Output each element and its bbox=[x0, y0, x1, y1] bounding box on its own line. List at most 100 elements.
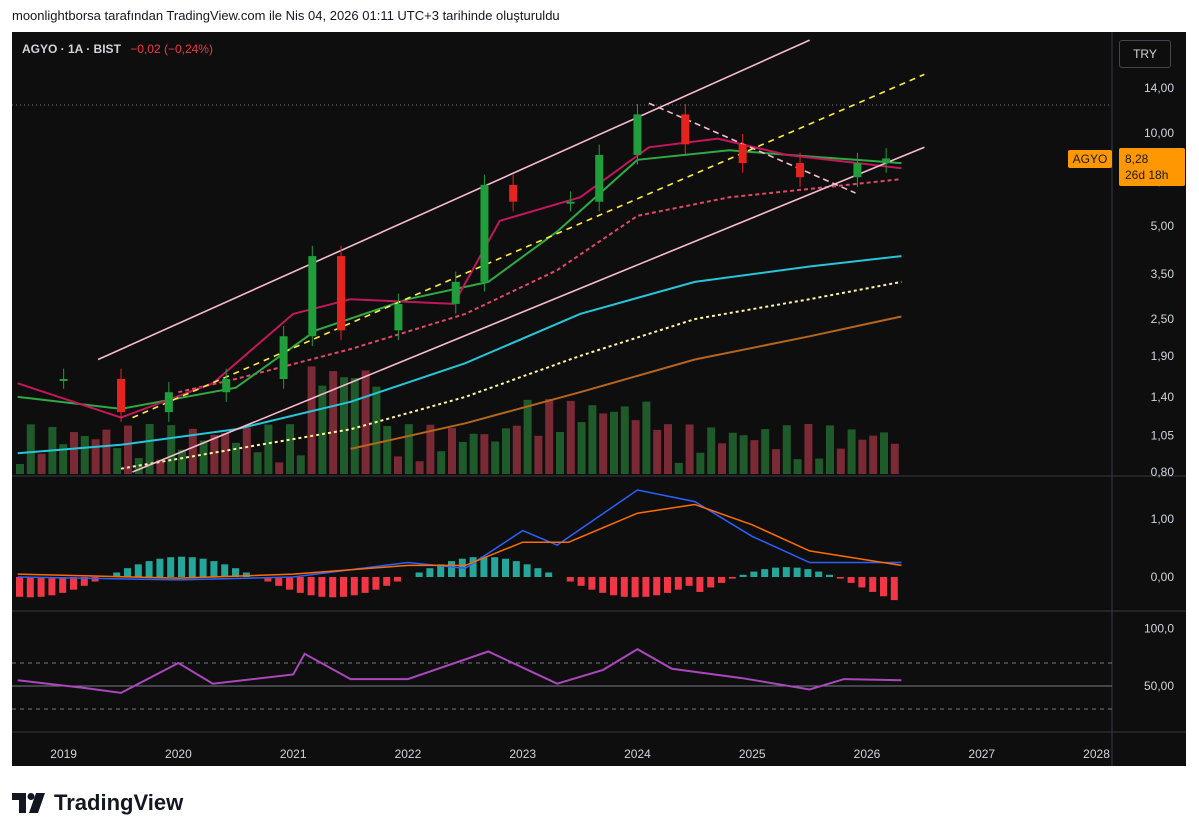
y-tick-label: 1,90 bbox=[1151, 349, 1175, 363]
macd-histogram-bar bbox=[437, 564, 445, 577]
macd-histogram-bar bbox=[890, 577, 898, 601]
macd-y-tick-label: 0,00 bbox=[1151, 570, 1175, 584]
macd-histogram-bar bbox=[761, 569, 769, 577]
volume-bar bbox=[566, 400, 575, 474]
macd-histogram-bar bbox=[674, 577, 682, 590]
macd-histogram-bar bbox=[826, 574, 833, 577]
last-price-label: 8,28 26d 18h bbox=[1119, 148, 1185, 186]
tradingview-logo-icon bbox=[12, 793, 45, 813]
candle-body bbox=[164, 392, 173, 413]
x-tick-label: 2020 bbox=[165, 747, 192, 761]
y-tick-label: 5,00 bbox=[1151, 219, 1175, 233]
volume-bar bbox=[793, 459, 802, 474]
last-price-value: 8,28 bbox=[1125, 152, 1149, 166]
volume-bar bbox=[674, 462, 683, 474]
macd-histogram-bar bbox=[491, 557, 499, 577]
macd-histogram-bar bbox=[869, 577, 877, 592]
macd-histogram-bar bbox=[469, 557, 477, 577]
brand-name: TradingView bbox=[54, 790, 184, 815]
candle-body bbox=[853, 163, 862, 178]
macd-histogram-bar bbox=[566, 577, 574, 582]
ma-red-line bbox=[17, 137, 902, 419]
volume-bar bbox=[512, 425, 521, 474]
symbol-name: AGYO · 1A · BIST bbox=[22, 42, 121, 56]
x-tick-label: 2024 bbox=[624, 747, 651, 761]
candle-body bbox=[222, 379, 231, 393]
candle-body bbox=[480, 184, 489, 282]
volume-bar bbox=[340, 377, 348, 474]
macd-histogram-bar bbox=[426, 568, 434, 577]
macd-histogram-bar bbox=[836, 577, 844, 579]
chart-frame[interactable]: 14,0010,007,005,003,502,501,901,401,050,… bbox=[12, 32, 1186, 766]
volume-bar bbox=[545, 399, 554, 474]
volume-bar bbox=[286, 424, 294, 474]
y-tick-label: 14,00 bbox=[1144, 81, 1174, 95]
macd-histogram-bar bbox=[59, 577, 67, 593]
volume-bar bbox=[836, 448, 845, 474]
volume-bar bbox=[437, 451, 446, 474]
macd-histogram-bar bbox=[16, 577, 23, 597]
macd-histogram-bar bbox=[685, 577, 693, 586]
macd-histogram-bar bbox=[728, 577, 736, 579]
volume-bar bbox=[221, 433, 230, 474]
volume-bar bbox=[847, 429, 856, 474]
volume-bar bbox=[253, 452, 262, 474]
macd-histogram-bar bbox=[739, 574, 747, 577]
ma-green-line bbox=[17, 149, 902, 410]
currency-button[interactable]: TRY bbox=[1119, 40, 1171, 68]
volume-bar bbox=[610, 411, 618, 474]
volume-bar bbox=[469, 433, 478, 474]
macd-histogram-bar bbox=[577, 577, 585, 586]
volume-bar bbox=[156, 459, 165, 474]
volume-bar bbox=[318, 385, 327, 474]
volume-bar bbox=[59, 444, 68, 474]
macd-histogram-bar bbox=[178, 556, 185, 577]
chart-canvas[interactable]: 14,0010,007,005,003,502,501,901,401,050,… bbox=[12, 32, 1186, 766]
volume-bar bbox=[577, 422, 586, 474]
volume-bar bbox=[91, 439, 100, 474]
macd-histogram-bar bbox=[350, 577, 358, 596]
volume-bar bbox=[588, 405, 597, 474]
candle-body bbox=[633, 114, 642, 155]
volume-bar bbox=[739, 435, 748, 474]
macd-histogram-bar bbox=[318, 577, 326, 597]
volume-bar bbox=[620, 406, 629, 474]
macd-histogram-bar bbox=[415, 572, 423, 577]
y-tick-label: 0,80 bbox=[1151, 465, 1175, 479]
volume-bar bbox=[782, 425, 791, 474]
volume-bar bbox=[750, 440, 759, 474]
x-tick-label: 2028 bbox=[1083, 747, 1110, 761]
volume-bar bbox=[523, 399, 532, 474]
volume-bar bbox=[458, 441, 467, 474]
y-tick-label: 10,00 bbox=[1144, 126, 1174, 140]
y-tick-label: 1,05 bbox=[1151, 429, 1175, 443]
macd-histogram-bar bbox=[70, 577, 77, 590]
macd-histogram-bar bbox=[221, 564, 229, 577]
candle-body bbox=[59, 379, 68, 382]
ma-cyan-line bbox=[17, 255, 902, 455]
macd-histogram-bar bbox=[642, 577, 650, 597]
candle-body bbox=[308, 256, 317, 337]
macd-histogram-bar bbox=[664, 577, 671, 593]
macd-histogram-bar bbox=[545, 572, 553, 577]
macd-histogram-bar bbox=[880, 577, 887, 597]
macd-histogram-bar bbox=[296, 577, 304, 593]
macd-histogram-bar bbox=[588, 577, 596, 590]
volume-bar bbox=[685, 424, 694, 474]
volume-bar bbox=[124, 425, 132, 474]
volume-bar bbox=[134, 458, 143, 474]
snapshot-caption: moonlightborsa tarafından TradingView.co… bbox=[12, 8, 560, 23]
volume-bar bbox=[232, 442, 240, 474]
volume-bar bbox=[869, 435, 878, 474]
volume-bar bbox=[383, 426, 392, 474]
volume-bar bbox=[404, 424, 413, 474]
symbol-legend[interactable]: AGYO · 1A · BIST −0,02 (−0,24%) bbox=[22, 42, 213, 56]
candle-body bbox=[451, 281, 460, 304]
macd-histogram-bar bbox=[502, 558, 509, 577]
volume-bar bbox=[350, 378, 359, 474]
tradingview-logo: TradingView bbox=[12, 790, 183, 816]
macd-histogram-bar bbox=[26, 577, 34, 598]
volume-bar bbox=[491, 441, 500, 474]
volume-bar bbox=[188, 428, 197, 474]
volume-bar bbox=[145, 424, 154, 474]
